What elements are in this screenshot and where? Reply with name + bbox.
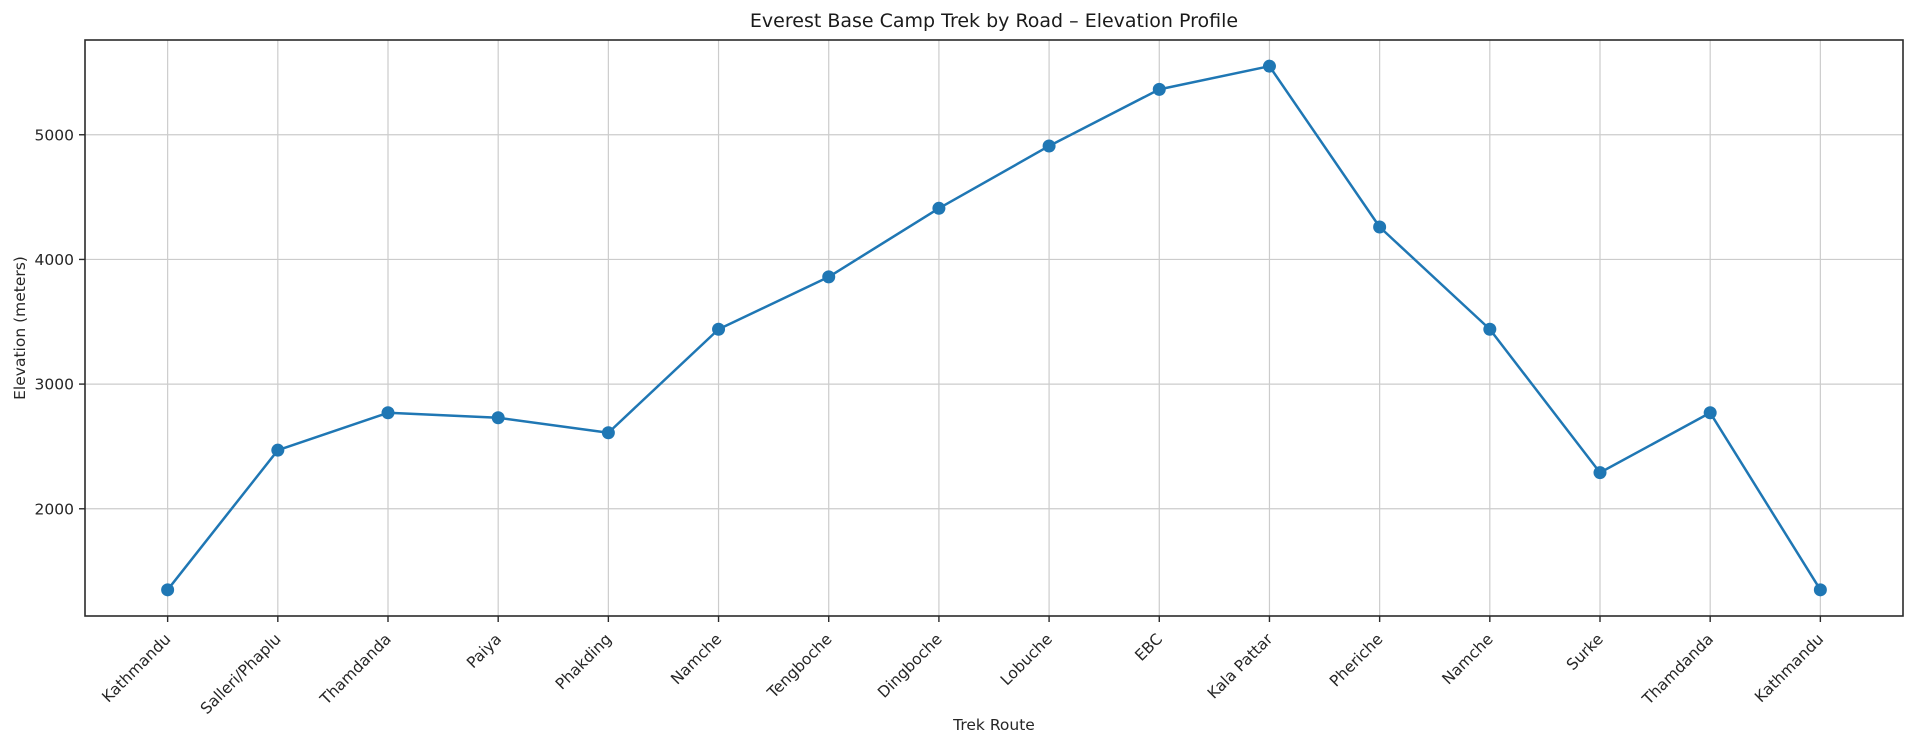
x-axis: Kathmandu Salleri/Phaplu Thamdanda Paiya Pha… [99,616,1827,718]
grid-lines [85,40,1903,616]
data-point-marker [491,411,505,425]
data-point-marker [271,443,285,457]
data-point-marker [712,322,726,336]
data-point-marker [1152,82,1166,96]
y-axis: 2000 3000 4000 5000 [35,126,85,518]
x-tick-label: Phakding [552,630,615,693]
plot-frame [84,39,1904,617]
elevation-line [166,64,1822,592]
data-point-marker [932,201,946,215]
y-tick-label: 5000 [35,126,74,144]
data-point-marker [1483,322,1497,336]
data-point-marker [1593,466,1607,480]
data-point-marker [1703,406,1717,420]
data-point-marker [1813,583,1827,597]
x-tick-label: Salleri/Phaplu [197,630,285,718]
x-tick-label: EBC [1131,630,1166,665]
data-point-marker [601,426,615,440]
x-tick-label: Namche [667,630,725,688]
x-axis-label: Trek Route [952,716,1035,734]
x-tick-label: Thamdanda [1638,630,1717,709]
x-tick-label: Lobuche [997,630,1056,689]
data-line [166,64,1822,592]
chart-title: Everest Base Camp Trek by Road – Elevati… [750,10,1238,32]
data-point-marker [822,270,836,284]
data-point-marker [1042,139,1056,153]
x-tick-label: Kathmandu [1751,630,1827,706]
x-tick-label: Namche [1439,630,1497,688]
x-tick-label: Thamdanda [316,630,395,709]
data-point-marker [161,583,175,597]
x-tick-label: Surke [1563,630,1607,674]
data-point-marker [1262,59,1276,73]
x-tick-label: Pheriche [1326,630,1386,690]
y-tick-label: 3000 [35,376,74,394]
x-tick-label: Dingboche [874,630,945,701]
x-tick-label: Kala Pattar [1204,630,1277,703]
x-tick-label: Kathmandu [99,630,175,706]
data-point-marker [1373,220,1387,234]
y-tick-label: 4000 [35,251,74,269]
x-tick-label: Tengboche [763,630,835,702]
data-points [161,59,1827,597]
x-tick-label: Paiya [463,630,505,672]
y-tick-label: 2000 [35,500,74,518]
data-point-marker [381,406,395,420]
y-axis-label: Elevation (meters) [11,256,29,400]
plot-border [84,39,1904,617]
